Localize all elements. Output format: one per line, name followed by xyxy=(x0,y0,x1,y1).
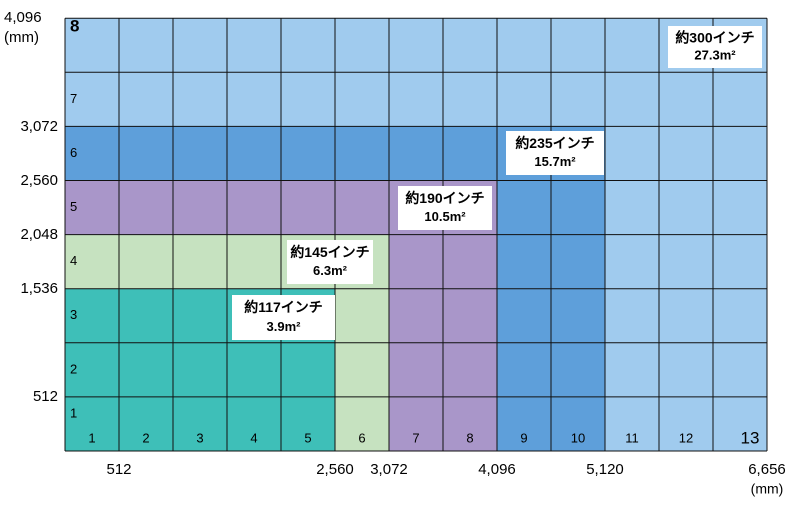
y-axis-label: 2,048 xyxy=(20,226,58,243)
x-axis-label: 3,072 xyxy=(370,461,408,478)
column-number: 12 xyxy=(679,430,693,445)
column-number: 8 xyxy=(466,430,473,445)
x-axis-label: 2,560 xyxy=(316,461,354,478)
x-axis-label: 4,096 xyxy=(478,461,516,478)
row-number: 5 xyxy=(70,199,77,214)
column-number: 9 xyxy=(520,430,527,445)
row-number: 2 xyxy=(70,361,77,376)
column-number: 5 xyxy=(304,430,311,445)
y-axis-unit: (mm) xyxy=(4,29,39,46)
size-area: 10.5m² xyxy=(424,209,466,224)
column-number: 2 xyxy=(142,430,149,445)
x-axis-label: 5,120 xyxy=(586,461,624,478)
size-callout xyxy=(232,295,335,340)
y-axis-label: 512 xyxy=(33,388,58,405)
column-number: 1 xyxy=(88,430,95,445)
row-number: 4 xyxy=(70,253,77,268)
column-number: 7 xyxy=(412,430,419,445)
x-axis-unit: (mm) xyxy=(751,481,784,497)
size-label: 約235インチ xyxy=(515,135,594,151)
column-number: 11 xyxy=(625,430,639,445)
y-axis-label: 3,072 xyxy=(20,118,58,135)
size-callout xyxy=(287,240,373,284)
size-area: 6.3m² xyxy=(313,263,348,278)
row-number: 3 xyxy=(70,307,77,322)
size-label: 約145インチ xyxy=(290,244,369,260)
size-area: 27.3m² xyxy=(694,48,736,63)
size-callout xyxy=(668,26,762,68)
size-label: 約300インチ xyxy=(675,29,754,45)
size-callout xyxy=(398,186,492,230)
size-area: 3.9m² xyxy=(267,319,302,334)
column-number: 4 xyxy=(250,430,257,445)
row-number: 6 xyxy=(70,145,77,160)
size-callout xyxy=(506,131,604,175)
x-axis-label: 6,656 xyxy=(748,461,786,478)
column-number: 10 xyxy=(571,430,585,445)
y-axis-label: 2,560 xyxy=(20,172,58,189)
size-label: 約117インチ xyxy=(244,299,323,315)
size-area: 15.7m² xyxy=(534,154,576,169)
row-number: 1 xyxy=(70,405,77,420)
row-number: 7 xyxy=(70,91,77,106)
x-axis-label: 512 xyxy=(106,461,131,478)
column-number: 3 xyxy=(196,430,203,445)
column-number: 6 xyxy=(358,430,365,445)
row-number: 8 xyxy=(70,17,79,36)
y-axis-label: 1,536 xyxy=(20,280,58,297)
column-number: 13 xyxy=(741,428,760,447)
size-label: 約190インチ xyxy=(405,190,484,206)
y-axis-label: 4,096 xyxy=(4,9,42,26)
